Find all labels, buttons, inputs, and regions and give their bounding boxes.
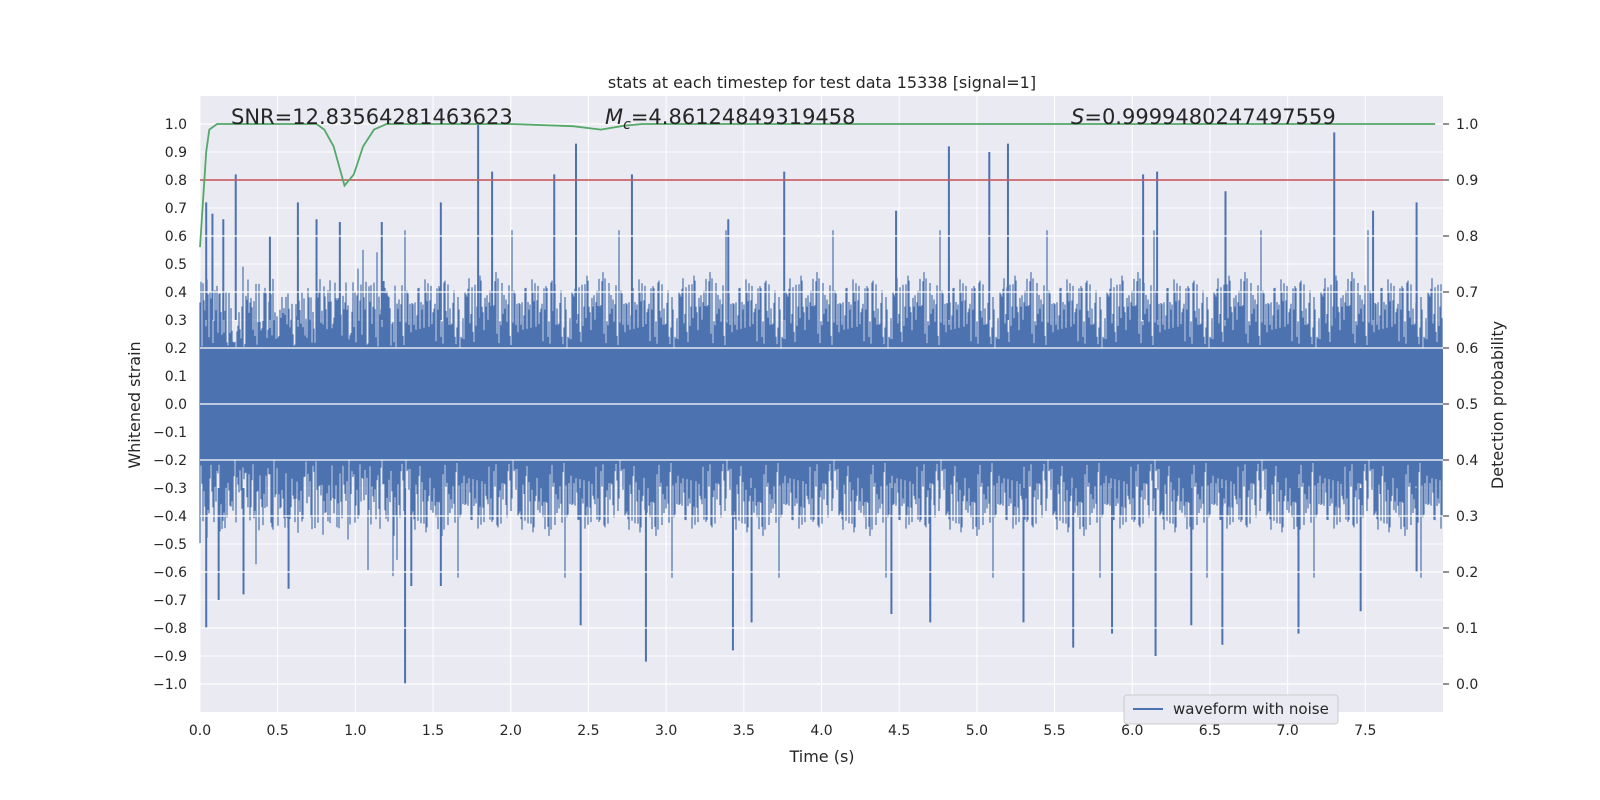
y-tick-label: 0.9: [165, 145, 187, 161]
x-tick-label: 4.5: [888, 723, 910, 739]
y-tick-label: −0.1: [153, 425, 187, 441]
y-tick-label: 1.0: [165, 117, 187, 133]
y-tick-label: −0.3: [153, 481, 187, 497]
y-tick-label: 0.0: [165, 397, 187, 413]
x-tick-label: 5.0: [966, 723, 988, 739]
y-tick-label: −0.7: [153, 593, 187, 609]
overlay: [199, 123, 1443, 685]
y2-tick-label: 0.7: [1456, 285, 1478, 301]
y2-tick-label: 0.1: [1456, 621, 1478, 637]
x-tick-label: 0.5: [267, 723, 289, 739]
plot-series: [199, 124, 1443, 684]
x-tick-label: 3.5: [733, 723, 755, 739]
y2-tick-label: 0.2: [1456, 565, 1478, 581]
y-tick-label: −0.2: [153, 453, 187, 469]
x-tick-label: 7.5: [1354, 723, 1376, 739]
y-tick-label: −0.8: [153, 621, 187, 637]
x-tick-label: 4.0: [810, 723, 832, 739]
x-tick-label: 3.0: [655, 723, 677, 739]
y-axis-label: Whitened strain: [125, 341, 144, 468]
y-tick-label: 0.2: [165, 341, 187, 357]
mc-annotation: Mc=4.86124849319458: [605, 105, 856, 133]
mc-symbol: M: [605, 105, 623, 129]
y-tick-label: 0.6: [165, 229, 187, 245]
y2-tick-label: 0.5: [1456, 397, 1478, 413]
y-tick-label: −0.5: [153, 537, 187, 553]
y-tick-label: −0.6: [153, 565, 187, 581]
y2-tick-label: 1.0: [1456, 117, 1478, 133]
y2-tick-label: 0.4: [1456, 453, 1478, 469]
chart-title: stats at each timestep for test data 153…: [608, 73, 1036, 92]
probability-line: [199, 123, 1436, 248]
y2-tick-label: 0.6: [1456, 341, 1478, 357]
y2-tick-label: 0.3: [1456, 509, 1478, 525]
x-tick-label: 5.5: [1043, 723, 1065, 739]
legend: waveform with noise: [1123, 694, 1339, 725]
y-tick-label: 0.3: [165, 313, 187, 329]
y2-tick-label: 0.0: [1456, 677, 1478, 693]
y2-tick-label: 0.9: [1456, 173, 1478, 189]
y2-tick-label: 0.8: [1456, 229, 1478, 245]
snr-annotation: SNR=12.83564281463623: [231, 105, 513, 129]
s-annotation: S=0.9999480247497559: [1071, 105, 1336, 129]
y-tick-label: 0.8: [165, 173, 187, 189]
x-tick-label: 2.5: [577, 723, 599, 739]
y-tick-label: 0.1: [165, 369, 187, 385]
y-tick-label: −1.0: [153, 677, 187, 693]
mc-value: =4.86124849319458: [631, 105, 856, 129]
x-axis-label: Time (s): [788, 747, 854, 766]
mc-subscript: c: [623, 117, 631, 133]
y-tick-label: −0.4: [153, 509, 187, 525]
y2-axis-label: Detection probability: [1488, 321, 1507, 489]
s-symbol: S: [1071, 105, 1084, 129]
y-tick-label: 0.7: [165, 201, 187, 217]
x-tick-label: 6.0: [1121, 723, 1143, 739]
x-tick-label: 1.0: [344, 723, 366, 739]
y-tick-label: −0.9: [153, 649, 187, 665]
y-tick-label: 0.5: [165, 257, 187, 273]
y-tick-label: 0.4: [165, 285, 187, 301]
x-tick-label: 1.5: [422, 723, 444, 739]
x-tick-label: 6.5: [1199, 723, 1221, 739]
s-value: =0.9999480247497559: [1084, 105, 1335, 129]
waveform-trace: [199, 230, 1443, 578]
legend-box: [1123, 694, 1339, 725]
x-tick-label: 7.0: [1276, 723, 1298, 739]
x-tick-label: 0.0: [189, 723, 211, 739]
x-tick-label: 2.0: [500, 723, 522, 739]
legend-label: waveform with noise: [1173, 700, 1329, 718]
